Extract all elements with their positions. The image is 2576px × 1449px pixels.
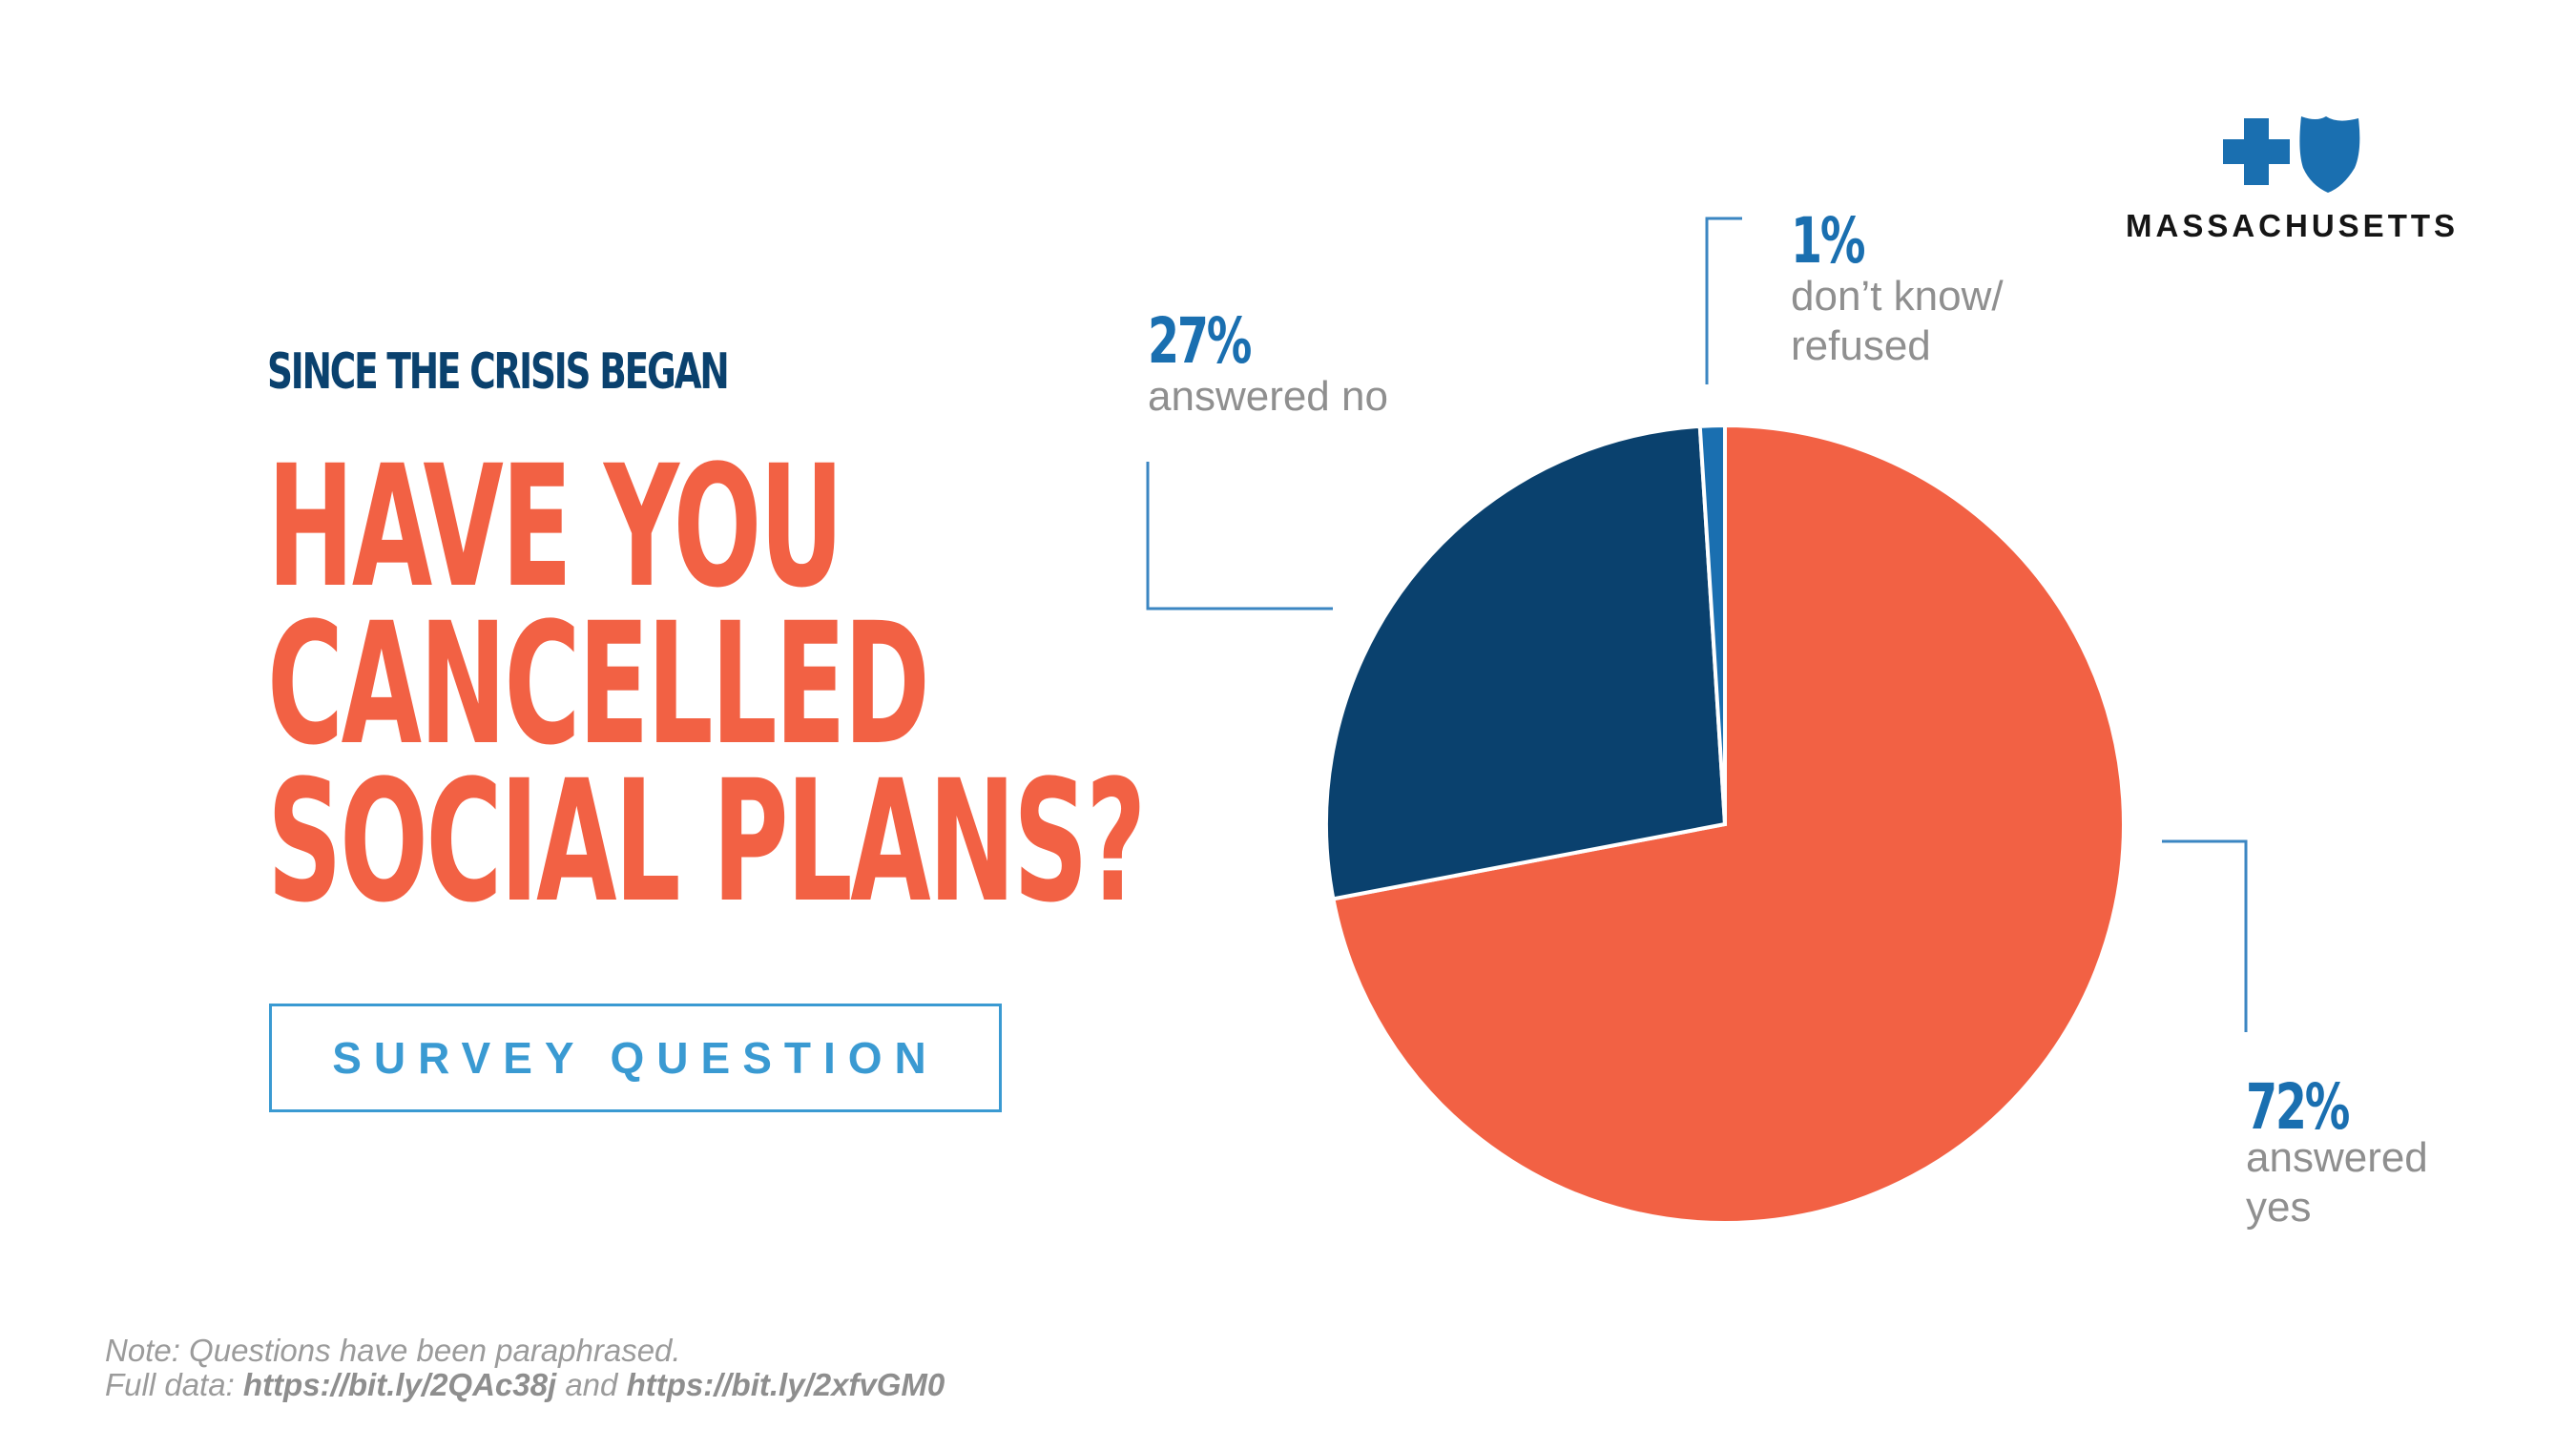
desc-label-no: answered no — [1148, 372, 1388, 422]
note-line: Note: Questions have been paraphrased. — [105, 1333, 681, 1368]
data-link-1[interactable]: https://bit.ly/2QAc38j — [242, 1367, 557, 1402]
shield-icon — [2299, 116, 2360, 193]
leader-line-yes — [2162, 839, 2248, 1032]
full-data-prefix: Full data: — [105, 1367, 243, 1402]
title-line-3: SOCIAL PLANS? — [267, 744, 1146, 940]
title-line-2: CANCELLED — [267, 587, 930, 782]
desc-label-dont-know: don’t know/ refused — [1791, 272, 2004, 371]
desc-label-yes: answered yes — [2246, 1133, 2428, 1232]
logo-text: MASSACHUSETTS — [2126, 208, 2460, 243]
survey-question-badge: SURVEY QUESTION — [269, 1004, 1002, 1112]
leader-lines — [1146, 217, 2248, 1032]
page-title: HAVE YOU CANCELLED SOCIAL PLANS? — [267, 429, 1146, 940]
desc-line: answered no — [1148, 373, 1388, 420]
pct-label-no: 27% — [1148, 304, 1252, 378]
cross-icon — [2223, 118, 2290, 185]
full-data-line: Full data: https://bit.ly/2QAc38j and ht… — [105, 1368, 945, 1402]
pie-slice-no — [1324, 424, 1728, 901]
title-line-1: HAVE YOU — [267, 429, 843, 625]
leader-line-no — [1146, 462, 1333, 611]
footer-note: Note: Questions have been paraphrased. F… — [105, 1334, 945, 1402]
subtitle: SINCE THE CRISIS BEGAN — [267, 343, 730, 401]
leader-line-dont-know — [1705, 217, 1742, 384]
desc-line: refused — [1791, 322, 1931, 369]
logo-icons — [2223, 116, 2360, 193]
data-link-2[interactable]: https://bit.ly/2xfvGM0 — [626, 1367, 945, 1402]
pie-slice-dont-know-refused — [1697, 423, 1727, 825]
desc-line: answered — [2246, 1134, 2428, 1181]
desc-line: yes — [2246, 1184, 2312, 1231]
desc-line: don’t know/ — [1791, 273, 2004, 320]
link-joiner: and — [556, 1367, 627, 1402]
pct-label-dont-know: 1% — [1791, 204, 1866, 278]
pct-label-yes: 72% — [2246, 1070, 2350, 1144]
pie-slice-yes — [1331, 423, 2126, 1225]
